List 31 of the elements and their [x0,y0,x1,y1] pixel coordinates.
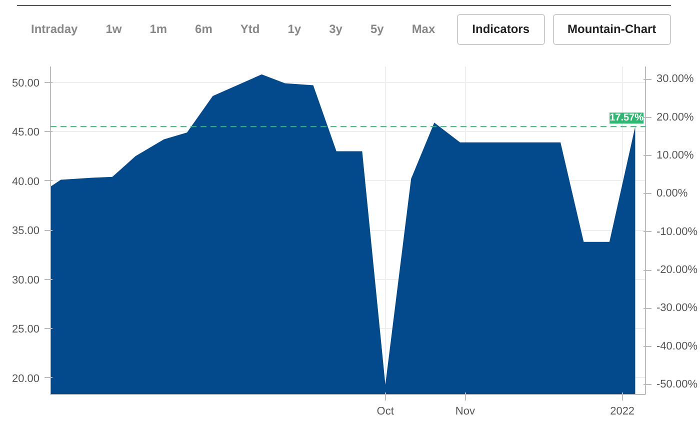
y-tick-label: 30.00 [12,274,40,286]
text: Intraday [31,21,78,38]
y-tick-label: 50.00 [12,77,40,90]
text: 1m [150,21,168,38]
y-tick-label: 35.00 [12,225,40,238]
x-tick-label: 2022 [610,406,635,418]
text: 1w [106,21,122,38]
y2-tick-label: -30.00% [656,302,698,314]
text: Indicators [457,14,545,46]
y2-tick-label: -50.00% [656,378,698,391]
text: 5y [370,21,384,38]
x-tick-label: Oct [376,406,394,418]
y2-tick-label: 20.00% [656,111,694,124]
y2-tick-label: 10.00% [656,149,694,162]
text: Mountain-Chart [552,14,672,46]
text: 1y [288,21,302,38]
y-tick-label: 20.00 [12,372,40,385]
y-tick-label: 40.00 [12,176,40,188]
x-tick-label: Nov [455,406,476,418]
y2-tick-label: -10.00% [656,226,698,238]
text: Ytd [240,21,260,38]
y2-tick-label: 0.00% [656,188,688,200]
y2-tick-label: -20.00% [656,264,698,276]
text: Max [412,21,436,38]
y2-tick-label: 30.00% [656,73,694,86]
text: 6m [195,21,212,38]
y2-tick-label: -40.00% [656,340,698,352]
y-tick-label: 45.00 [12,126,40,139]
y-tick-label: 25.00 [12,324,40,336]
ref-line-label: 17.57% [610,112,644,124]
text: 3y [329,21,342,38]
